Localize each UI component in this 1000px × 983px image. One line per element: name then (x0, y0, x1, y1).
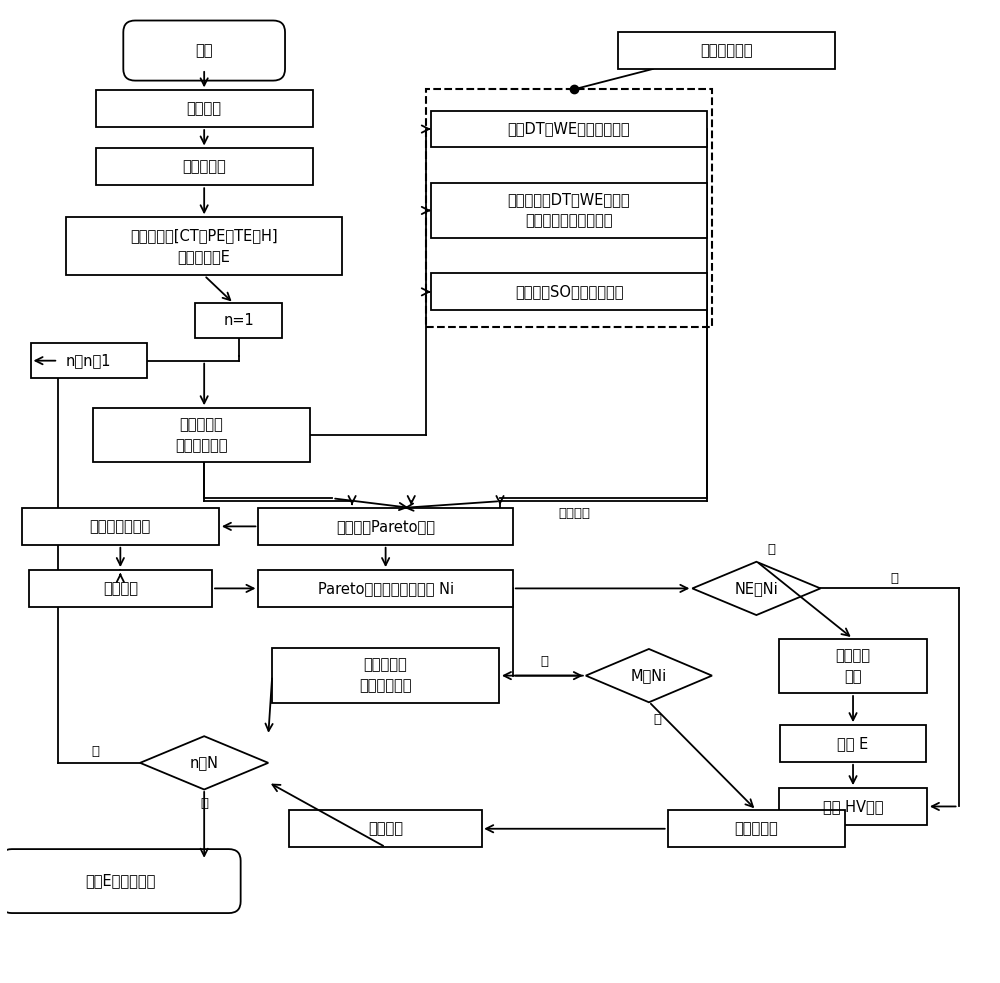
Text: NE＜Ni: NE＜Ni (735, 581, 778, 596)
Text: Pareto筛选获得非劣解集 Ni: Pareto筛选获得非劣解集 Ni (318, 581, 454, 596)
Text: 输出E中的最优解: 输出E中的最优解 (85, 874, 156, 889)
FancyBboxPatch shape (195, 304, 282, 338)
Text: 分别为偶数DT和WE执行插
入操作和单点变异操作: 分别为偶数DT和WE执行插 入操作和单点变异操作 (508, 193, 630, 228)
FancyBboxPatch shape (93, 408, 310, 462)
Text: 参数预设: 参数预设 (187, 101, 222, 116)
Text: 计算目标值[CT，PE，TE，H]
获得存储器E: 计算目标值[CT，PE，TE，H] 获得存储器E (130, 228, 278, 264)
Text: 是: 是 (92, 745, 100, 758)
FancyBboxPatch shape (29, 570, 212, 607)
Text: 否: 否 (654, 713, 662, 725)
Text: n＝n＋1: n＝n＋1 (66, 353, 112, 369)
Text: 奇数DT和WE执行交换操作: 奇数DT和WE执行交换操作 (508, 122, 630, 137)
Text: 分层排序和
拥挤距离筛选: 分层排序和 拥挤距离筛选 (359, 658, 412, 694)
FancyBboxPatch shape (31, 343, 147, 378)
Text: 否: 否 (200, 797, 208, 810)
FancyBboxPatch shape (431, 183, 707, 238)
FancyBboxPatch shape (779, 639, 927, 693)
Polygon shape (692, 561, 820, 615)
Text: 更新种群: 更新种群 (368, 821, 403, 837)
FancyBboxPatch shape (289, 810, 482, 847)
Text: n＜N: n＜N (190, 755, 219, 771)
Text: 添加新个体: 添加新个体 (735, 821, 778, 837)
FancyBboxPatch shape (96, 148, 313, 185)
Text: n=1: n=1 (223, 314, 254, 328)
FancyBboxPatch shape (96, 90, 313, 127)
Text: 分离进化操作: 分离进化操作 (701, 43, 753, 58)
FancyBboxPatch shape (123, 21, 285, 81)
Text: 更新 E: 更新 E (837, 736, 869, 751)
FancyBboxPatch shape (258, 508, 513, 545)
FancyBboxPatch shape (668, 810, 845, 847)
Text: 对种群执行
血系繁殖操作: 对种群执行 血系繁殖操作 (175, 418, 227, 453)
FancyBboxPatch shape (780, 725, 926, 762)
Text: 获得四个激励解: 获得四个激励解 (90, 519, 151, 534)
FancyBboxPatch shape (618, 32, 835, 69)
FancyBboxPatch shape (431, 273, 707, 311)
FancyBboxPatch shape (66, 217, 342, 275)
FancyBboxPatch shape (431, 111, 707, 147)
FancyBboxPatch shape (258, 570, 513, 607)
Text: 计算 HV指标: 计算 HV指标 (823, 799, 883, 814)
Text: 拥挤距离
筛选: 拥挤距离 筛选 (836, 648, 871, 684)
Polygon shape (140, 736, 268, 789)
FancyBboxPatch shape (272, 649, 499, 703)
FancyBboxPatch shape (0, 849, 241, 913)
FancyBboxPatch shape (779, 788, 927, 825)
Text: 为所有的SO执行变异操作: 为所有的SO执行变异操作 (515, 284, 623, 300)
Text: 否: 否 (890, 572, 898, 585)
Polygon shape (586, 649, 712, 702)
Text: 是: 是 (767, 544, 775, 556)
Text: 种群初始化: 种群初始化 (182, 159, 226, 174)
Text: M＜Ni: M＜Ni (631, 668, 667, 683)
Text: 同时进入: 同时进入 (558, 507, 590, 520)
FancyBboxPatch shape (22, 508, 219, 545)
Bar (426, 89, 712, 326)
Text: 非劣解的Pareto筛选: 非劣解的Pareto筛选 (336, 519, 435, 534)
Text: 激励策略: 激励策略 (103, 581, 138, 596)
Text: 是: 是 (540, 655, 548, 667)
Text: 开始: 开始 (195, 43, 213, 58)
